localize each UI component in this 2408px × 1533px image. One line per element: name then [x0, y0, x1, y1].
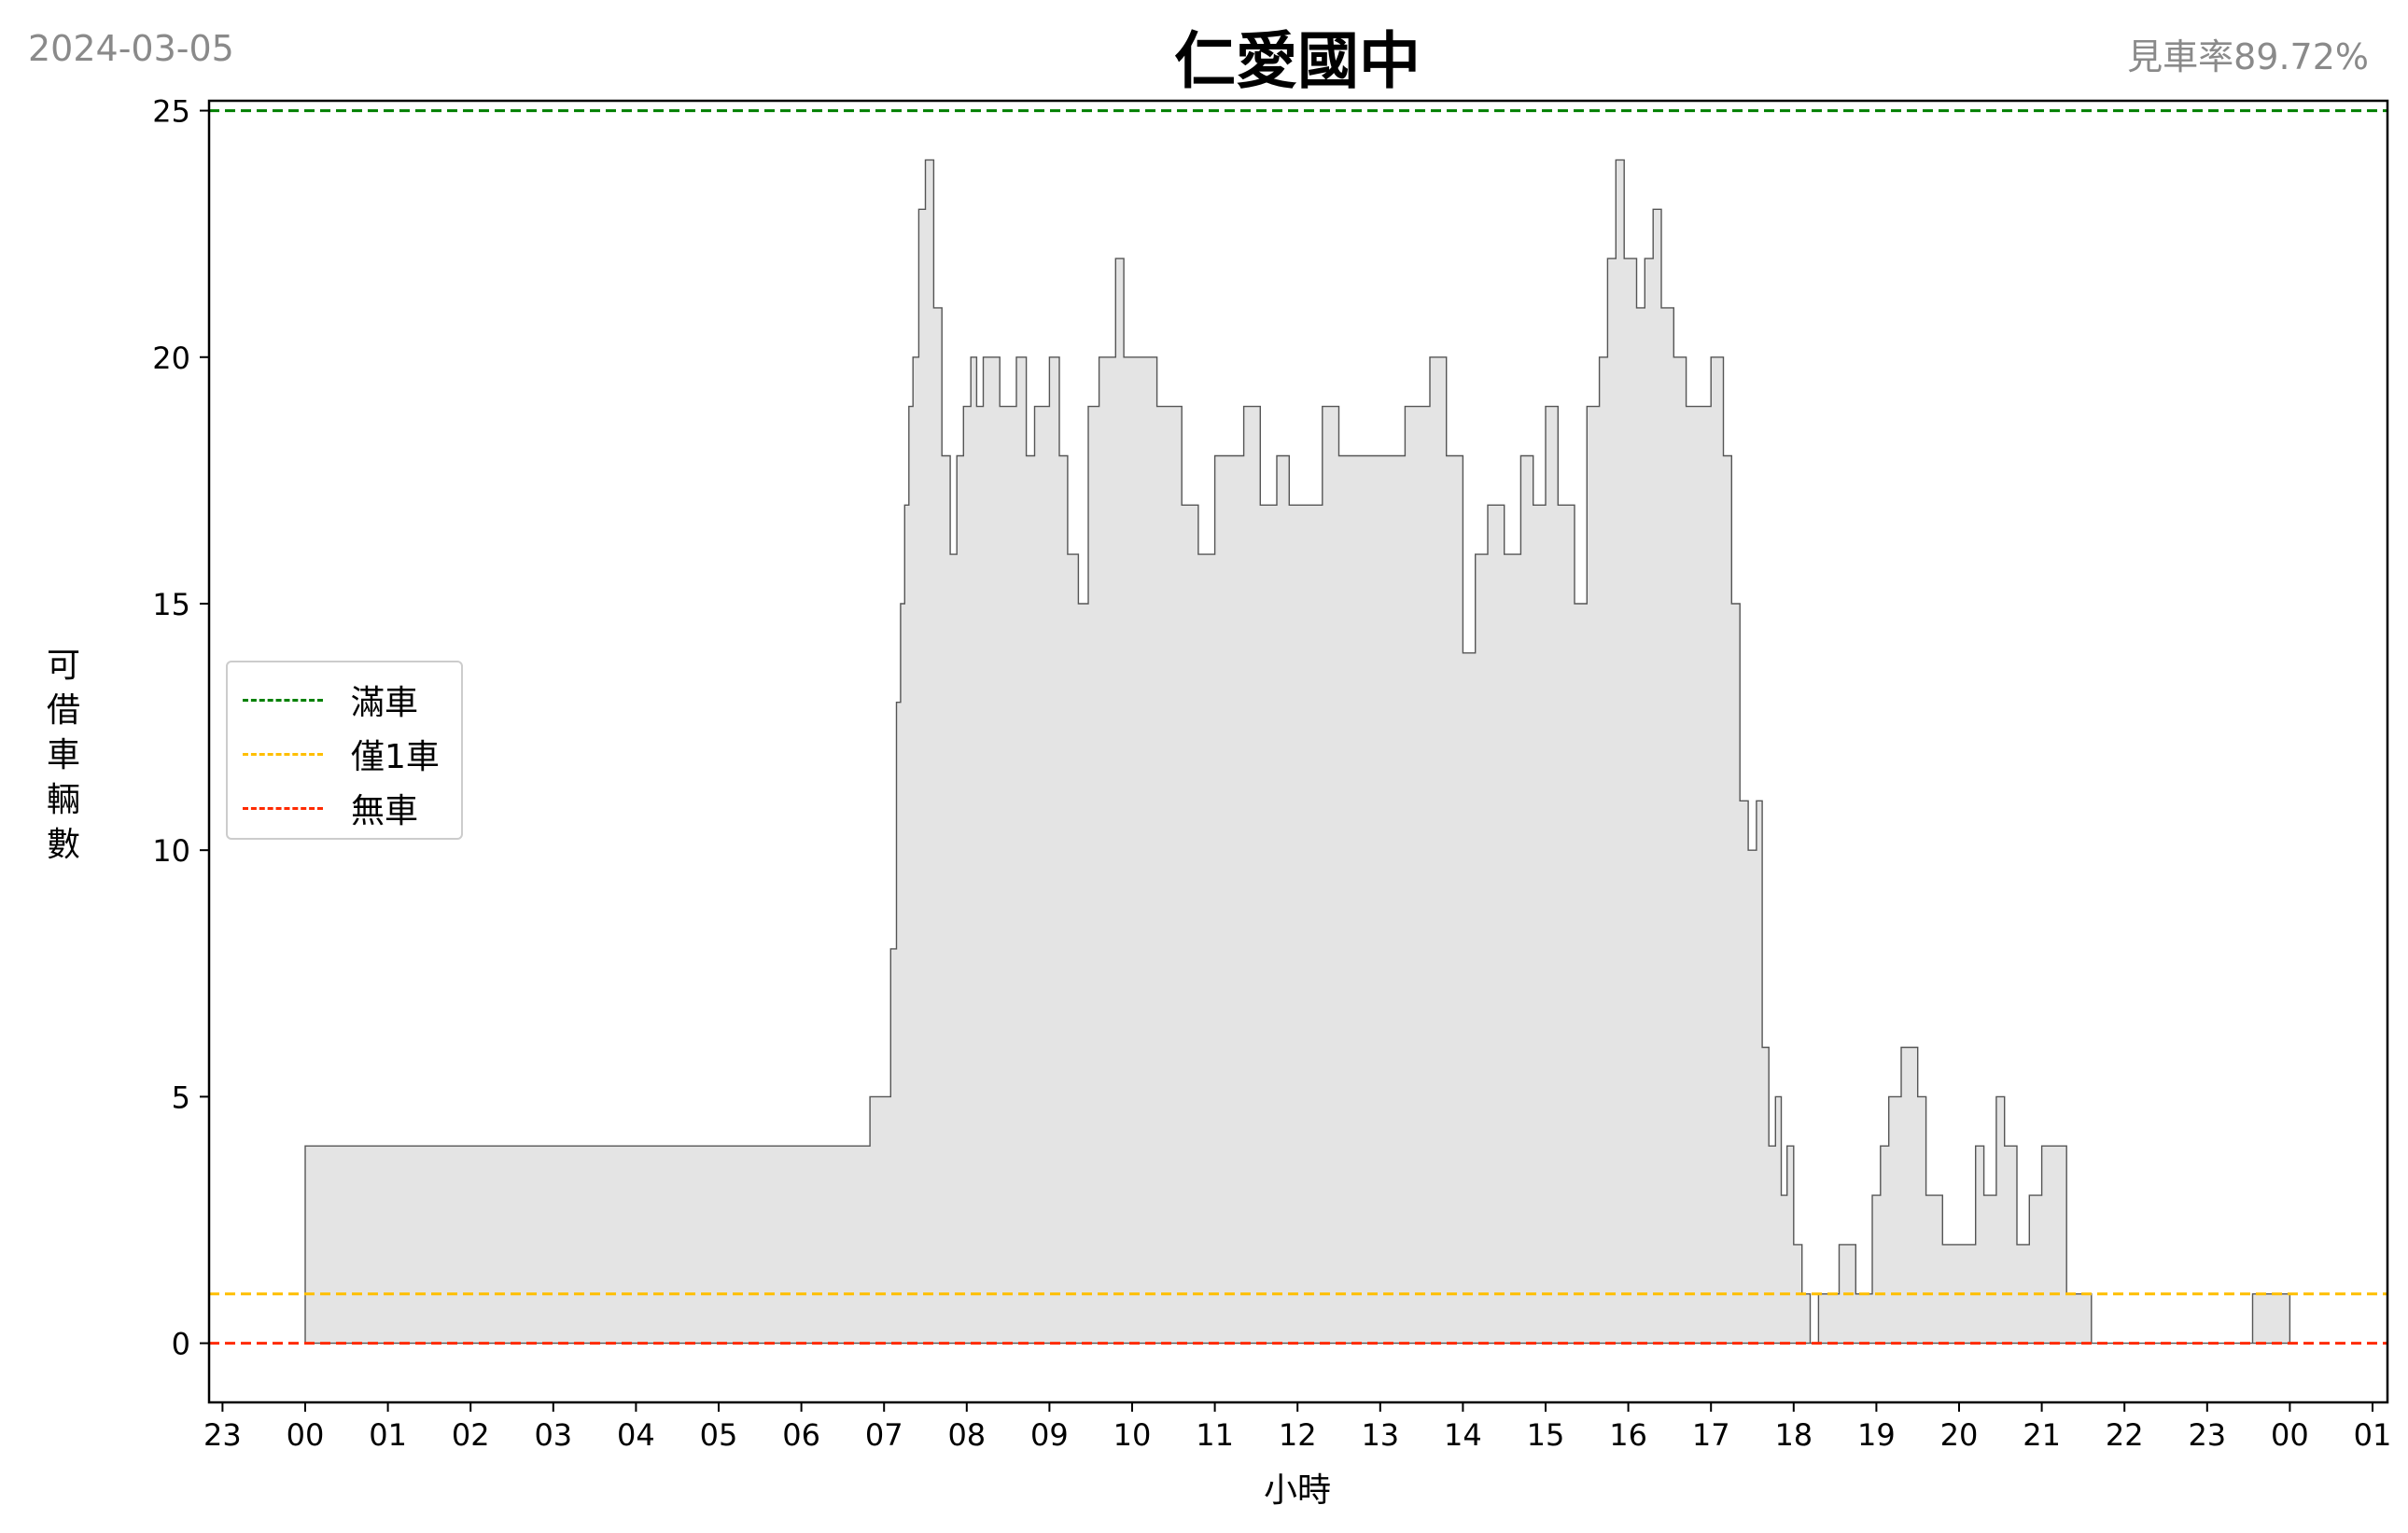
x-tick-label: 21: [2023, 1417, 2061, 1453]
date-label: 2024-03-05: [28, 28, 234, 69]
y-axis-label-char: 車: [46, 736, 80, 774]
legend: 滿車 僅1車 無車: [226, 661, 463, 840]
x-tick-label: 15: [1527, 1417, 1565, 1453]
legend-label-empty: 無車: [351, 792, 419, 830]
x-tick-label: 03: [534, 1417, 572, 1453]
availability-rate-label: 見車率89.72%: [2127, 36, 2369, 77]
x-tick-label: 18: [1774, 1417, 1813, 1453]
y-tick-label: 5: [172, 1080, 190, 1115]
legend-item-full: 滿車: [243, 679, 418, 722]
legend-swatch-empty: [243, 806, 323, 810]
x-tick-label: 16: [1609, 1417, 1647, 1453]
x-tick-label: 12: [1279, 1417, 1317, 1453]
x-tick-label: 00: [2271, 1417, 2309, 1453]
availability-area: [304, 159, 2291, 1345]
x-tick-label: 14: [1444, 1417, 1482, 1453]
x-tick-label: 00: [287, 1417, 325, 1453]
chart-title: 仁愛國中: [1174, 25, 1421, 97]
legend-swatch-one-left: [243, 752, 323, 756]
legend-label-one-left: 僅1車: [351, 738, 440, 776]
x-tick-label: 23: [2188, 1417, 2226, 1453]
x-tick-label: 08: [947, 1417, 986, 1453]
legend-label-full: 滿車: [351, 684, 419, 722]
x-tick-label: 01: [2354, 1417, 2392, 1453]
y-tick-label: 0: [172, 1327, 190, 1362]
x-tick-label: 06: [782, 1417, 820, 1453]
x-tick-label: 04: [617, 1417, 655, 1453]
y-tick-label: 15: [152, 587, 190, 622]
legend-swatch-full: [243, 698, 323, 702]
x-tick-label: 19: [1857, 1417, 1896, 1453]
x-tick-label: 01: [369, 1417, 407, 1453]
y-tick-label: 25: [152, 94, 190, 130]
y-tick-label: 10: [152, 833, 190, 869]
x-tick-label: 07: [865, 1417, 903, 1453]
x-tick-label: 20: [1940, 1417, 1979, 1453]
x-tick-label: 23: [203, 1417, 242, 1453]
x-tick-label: 05: [700, 1417, 738, 1453]
y-axis-label-char: 輛: [46, 781, 80, 819]
legend-item-one-left: 僅1車: [243, 733, 440, 776]
legend-item-empty: 無車: [243, 787, 419, 830]
y-tick-label: 20: [152, 341, 190, 376]
y-axis-label-char: 數: [46, 826, 80, 864]
x-axis-label: 小時: [1263, 1471, 1331, 1510]
y-axis-label-char: 借: [46, 691, 80, 730]
x-tick-label: 22: [2106, 1417, 2144, 1453]
x-tick-label: 10: [1113, 1417, 1152, 1453]
y-axis-label: 可借車輛數: [41, 644, 86, 868]
x-tick-label: 02: [452, 1417, 490, 1453]
x-tick-label: 09: [1030, 1417, 1069, 1453]
y-axis-label-char: 可: [46, 647, 80, 685]
x-tick-label: 17: [1692, 1417, 1730, 1453]
x-tick-label: 13: [1361, 1417, 1399, 1453]
x-tick-label: 11: [1196, 1417, 1234, 1453]
